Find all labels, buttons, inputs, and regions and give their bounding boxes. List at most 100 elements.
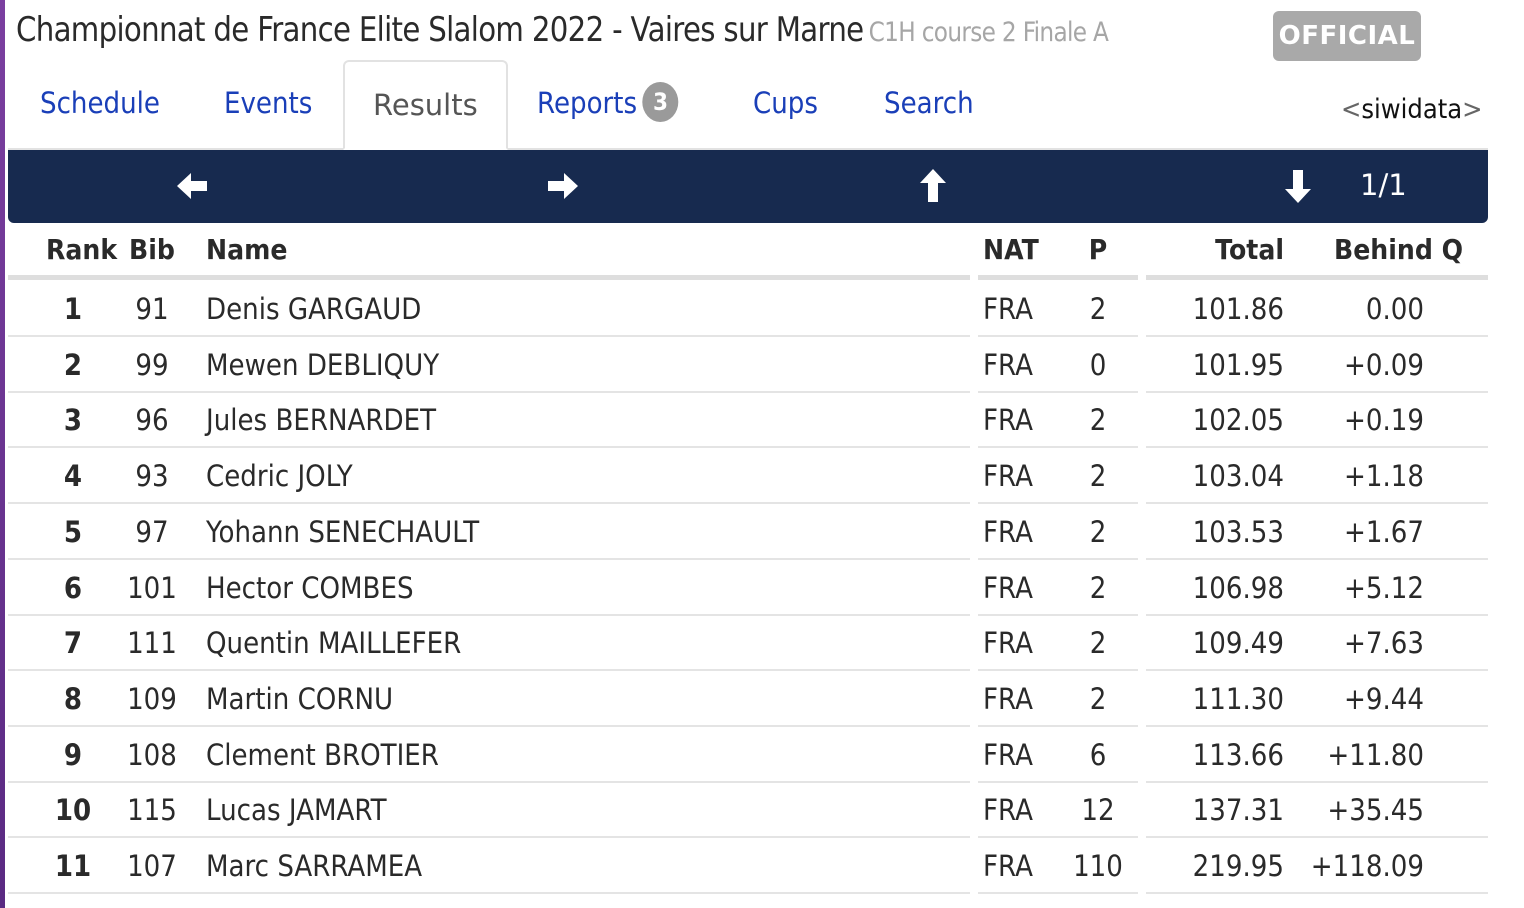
- time-behind-cell: +1.18: [1344, 459, 1424, 494]
- rank-cell: 11: [54, 849, 92, 883]
- penalties-cell: 2: [1089, 570, 1107, 605]
- column-header-nat[interactable]: NAT: [983, 233, 1039, 266]
- race-subtitle: C1H course 2 Finale A: [868, 17, 1109, 48]
- total-time-cell: 103.04: [1192, 459, 1284, 494]
- table-row[interactable]: 5 97 Yohann SENECHAULT FRA 2 103.53 +1.67: [8, 504, 1488, 560]
- scroll-up-button[interactable]: [913, 166, 953, 206]
- header-underline-right: [1146, 275, 1488, 280]
- row-divider: [978, 780, 1138, 783]
- arrow-right-icon: [548, 173, 578, 199]
- tab-schedule[interactable]: Schedule: [40, 86, 160, 120]
- penalties-cell: 2: [1089, 403, 1107, 438]
- header-underline-main: [8, 275, 970, 280]
- nation-cell: FRA: [983, 849, 1033, 883]
- time-behind-cell: +5.12: [1344, 570, 1424, 605]
- bib-cell: 97: [135, 514, 169, 549]
- time-behind-cell: +0.09: [1344, 347, 1424, 382]
- tab-reports[interactable]: Reports 3: [537, 60, 679, 150]
- nation-cell: FRA: [983, 459, 1033, 494]
- table-row[interactable]: 10 115 Lucas JAMART FRA 12 137.31 +35.45: [8, 782, 1488, 839]
- total-time-cell: 111.30: [1192, 681, 1284, 716]
- next-button[interactable]: [542, 166, 582, 206]
- tab-events[interactable]: Events: [224, 86, 313, 120]
- column-header-rank[interactable]: Rank: [46, 233, 118, 266]
- bib-cell: 91: [135, 292, 169, 326]
- row-divider: [8, 836, 970, 839]
- tab-results[interactable]: Results: [343, 60, 508, 150]
- nation-cell: FRA: [983, 292, 1033, 326]
- row-divider: [8, 390, 970, 393]
- row-divider: [978, 557, 1138, 560]
- total-time-cell: 103.53: [1192, 514, 1284, 549]
- time-behind-cell: 0.00: [1365, 292, 1424, 326]
- total-time-cell: 106.98: [1192, 570, 1284, 605]
- table-row[interactable]: 6 101 Hector COMBES FRA 2 106.98 +5.12: [8, 560, 1488, 616]
- rank-cell: 8: [63, 681, 83, 716]
- bib-cell: 93: [135, 459, 169, 494]
- column-header-behind[interactable]: Behind Q: [1334, 233, 1464, 266]
- row-divider: [8, 613, 970, 616]
- table-row[interactable]: 8 109 Martin CORNU FRA 2 111.30 +9.44: [8, 671, 1488, 727]
- column-header-penalties[interactable]: P: [1088, 233, 1108, 266]
- bib-cell: 115: [127, 793, 177, 828]
- athlete-name-cell: Martin CORNU: [206, 681, 394, 716]
- row-divider: [978, 724, 1138, 727]
- column-header-name[interactable]: Name: [206, 233, 288, 266]
- header-underline-mid: [978, 275, 1138, 280]
- page-title: Championnat de France Elite Slalom 2022 …: [16, 10, 1109, 50]
- row-divider: [8, 446, 970, 449]
- row-divider: [1146, 446, 1488, 449]
- time-behind-cell: +9.44: [1344, 681, 1424, 716]
- rank-cell: 7: [63, 626, 83, 661]
- siwidata-logo[interactable]: <siwidata>: [1341, 94, 1483, 125]
- total-time-cell: 101.95: [1192, 347, 1284, 382]
- athlete-name-cell: Marc SARRAMEA: [206, 849, 423, 883]
- table-row[interactable]: 3 96 Jules BERNARDET FRA 2 102.05 +0.19: [8, 392, 1488, 449]
- total-time-cell: 101.86: [1192, 292, 1284, 326]
- window-edge: [0, 0, 5, 908]
- bib-cell: 96: [135, 403, 169, 438]
- results-page: Championnat de France Elite Slalom 2022 …: [8, 0, 1488, 908]
- total-time-cell: 219.95: [1192, 849, 1284, 883]
- bib-cell: 108: [127, 737, 177, 772]
- row-divider: [1146, 669, 1488, 672]
- time-behind-cell: +7.63: [1344, 626, 1424, 661]
- column-header-total[interactable]: Total: [1215, 233, 1284, 266]
- scroll-down-button[interactable]: [1278, 166, 1318, 206]
- rank-cell: 10: [54, 793, 92, 828]
- table-row[interactable]: 1 91 Denis GARGAUD FRA 2 101.86 0.00: [8, 281, 1488, 337]
- penalties-cell: 6: [1089, 737, 1107, 772]
- tab-divider: [8, 148, 1488, 150]
- table-row[interactable]: 7 111 Quentin MAILLEFER FRA 2 109.49 +7.63: [8, 615, 1488, 672]
- nation-cell: FRA: [983, 570, 1033, 605]
- table-row[interactable]: 2 99 Mewen DEBLIQUY FRA 0 101.95 +0.09: [8, 337, 1488, 393]
- nation-cell: FRA: [983, 681, 1033, 716]
- tab-cups[interactable]: Cups: [753, 86, 818, 120]
- athlete-name-cell: Clement BROTIER: [206, 737, 439, 772]
- rank-cell: 4: [63, 459, 83, 494]
- rank-cell: 1: [63, 292, 83, 326]
- arrow-down-icon: [1285, 170, 1311, 203]
- row-divider: [8, 669, 970, 672]
- time-behind-cell: +118.09: [1310, 849, 1424, 883]
- table-row[interactable]: 4 93 Cedric JOLY FRA 2 103.04 +1.18: [8, 448, 1488, 505]
- athlete-name-cell: Lucas JAMART: [206, 793, 387, 828]
- time-behind-cell: +35.45: [1327, 793, 1424, 828]
- status-badge: OFFICIAL: [1273, 11, 1421, 61]
- row-divider: [1146, 335, 1488, 337]
- total-time-cell: 137.31: [1192, 793, 1284, 828]
- time-behind-cell: +11.80: [1327, 737, 1424, 772]
- row-divider: [1146, 557, 1488, 560]
- nation-cell: FRA: [983, 347, 1033, 382]
- results-navigation-bar: 1/1: [8, 150, 1488, 223]
- row-divider: [8, 557, 970, 560]
- tab-search[interactable]: Search: [884, 86, 974, 120]
- row-divider: [978, 502, 1138, 505]
- row-divider: [978, 613, 1138, 616]
- previous-button[interactable]: [173, 166, 213, 206]
- row-divider: [8, 335, 970, 337]
- column-header-bib[interactable]: Bib: [129, 233, 175, 266]
- table-row[interactable]: 9 108 Clement BROTIER FRA 6 113.66 +11.80: [8, 727, 1488, 783]
- rank-cell: 6: [63, 570, 83, 605]
- table-row[interactable]: 11 107 Marc SARRAMEA FRA 110 219.95 +118.09: [8, 838, 1488, 894]
